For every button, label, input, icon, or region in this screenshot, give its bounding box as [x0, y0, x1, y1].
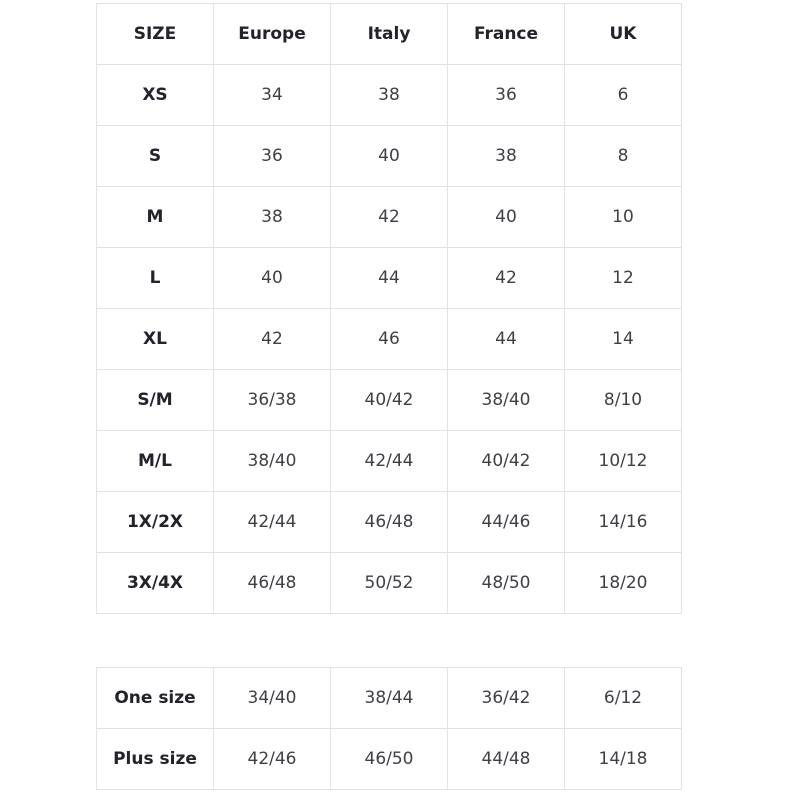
column-header: France — [447, 3, 565, 65]
size-value-cell: 40/42 — [330, 369, 448, 431]
size-value-cell: 36 — [447, 64, 565, 126]
size-label-cell: M — [96, 186, 214, 248]
size-chart-table: SIZE Europe Italy France UK XS 34 38 36 6 S 36 40 38 8… — [96, 3, 682, 614]
table-row: XL 42 46 44 14 — [96, 308, 682, 370]
size-label-cell: 1X/2X — [96, 491, 214, 553]
size-value-cell: 50/52 — [330, 552, 448, 614]
size-value-cell: 40 — [330, 125, 448, 187]
size-value-cell: 10 — [564, 186, 682, 248]
size-value-cell: 14 — [564, 308, 682, 370]
size-label-cell: S/M — [96, 369, 214, 431]
size-value-cell: 38 — [213, 186, 331, 248]
column-header: UK — [564, 3, 682, 65]
size-value-cell: 36/38 — [213, 369, 331, 431]
size-value-cell: 12 — [564, 247, 682, 309]
size-label-cell: XS — [96, 64, 214, 126]
size-value-cell: 38 — [330, 64, 448, 126]
size-label-cell: Plus size — [96, 728, 214, 790]
size-value-cell: 42/46 — [213, 728, 331, 790]
special-sizes-table: One size 34/40 38/44 36/42 6/12 Plus size 42/4… — [96, 667, 682, 790]
column-header: Europe — [213, 3, 331, 65]
size-value-cell: 46/48 — [330, 491, 448, 553]
table-row: 1X/2X 42/44 46/48 44/46 14/16 — [96, 491, 682, 553]
size-value-cell: 6/12 — [564, 667, 682, 729]
size-value-cell: 40/42 — [447, 430, 565, 492]
size-value-cell: 42/44 — [330, 430, 448, 492]
size-label-cell: L — [96, 247, 214, 309]
column-header: SIZE — [96, 3, 214, 65]
size-value-cell: 46 — [330, 308, 448, 370]
size-value-cell: 46/50 — [330, 728, 448, 790]
column-header: Italy — [330, 3, 448, 65]
table-row: Plus size 42/46 46/50 44/48 14/18 — [96, 728, 682, 790]
size-value-cell: 40 — [447, 186, 565, 248]
size-value-cell: 42 — [330, 186, 448, 248]
size-value-cell: 18/20 — [564, 552, 682, 614]
size-value-cell: 42 — [447, 247, 565, 309]
size-value-cell: 14/18 — [564, 728, 682, 790]
table-row: L 40 44 42 12 — [96, 247, 682, 309]
table-row: One size 34/40 38/44 36/42 6/12 — [96, 667, 682, 729]
size-label-cell: S — [96, 125, 214, 187]
table-row: M/L 38/40 42/44 40/42 10/12 — [96, 430, 682, 492]
table-row: S/M 36/38 40/42 38/40 8/10 — [96, 369, 682, 431]
header-row: SIZE Europe Italy France UK — [96, 3, 682, 65]
size-value-cell: 10/12 — [564, 430, 682, 492]
size-label-cell: 3X/4X — [96, 552, 214, 614]
size-label-cell: One size — [96, 667, 214, 729]
size-value-cell: 14/16 — [564, 491, 682, 553]
size-value-cell: 42/44 — [213, 491, 331, 553]
size-label-cell: M/L — [96, 430, 214, 492]
size-value-cell: 44/46 — [447, 491, 565, 553]
size-value-cell: 34 — [213, 64, 331, 126]
size-value-cell: 48/50 — [447, 552, 565, 614]
table-row: XS 34 38 36 6 — [96, 64, 682, 126]
size-value-cell: 38/40 — [447, 369, 565, 431]
table-row: M 38 42 40 10 — [96, 186, 682, 248]
table-row: S 36 40 38 8 — [96, 125, 682, 187]
size-value-cell: 42 — [213, 308, 331, 370]
size-value-cell: 36/42 — [447, 667, 565, 729]
size-value-cell: 34/40 — [213, 667, 331, 729]
table-row: 3X/4X 46/48 50/52 48/50 18/20 — [96, 552, 682, 614]
size-value-cell: 40 — [213, 247, 331, 309]
size-label-cell: XL — [96, 308, 214, 370]
size-value-cell: 44 — [330, 247, 448, 309]
size-value-cell: 38 — [447, 125, 565, 187]
size-value-cell: 44/48 — [447, 728, 565, 790]
size-value-cell: 8/10 — [564, 369, 682, 431]
size-value-cell: 44 — [447, 308, 565, 370]
size-value-cell: 38/44 — [330, 667, 448, 729]
size-value-cell: 46/48 — [213, 552, 331, 614]
size-value-cell: 38/40 — [213, 430, 331, 492]
size-value-cell: 6 — [564, 64, 682, 126]
size-value-cell: 8 — [564, 125, 682, 187]
size-value-cell: 36 — [213, 125, 331, 187]
